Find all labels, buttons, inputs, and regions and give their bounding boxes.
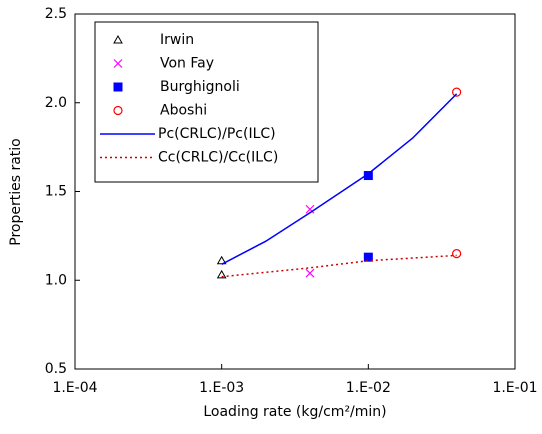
y-tick-label: 2.5 — [45, 6, 67, 22]
legend-label: Aboshi — [160, 103, 207, 119]
marker-square — [363, 171, 373, 181]
x-tick-label: 1.E-02 — [346, 380, 391, 396]
legend-marker — [113, 82, 123, 92]
series-line — [221, 93, 458, 265]
marker-square — [363, 252, 373, 262]
y-tick-label: 1.5 — [45, 184, 67, 200]
legend-label: Von Fay — [160, 56, 214, 72]
x-axis-label: Loading rate (kg/cm²/min) — [203, 404, 386, 420]
legend-marker — [113, 34, 123, 44]
marker-triangle — [216, 269, 227, 279]
x-tick-label: 1.E-04 — [52, 380, 97, 396]
series-line — [221, 254, 457, 278]
y-tick-label: 1.0 — [45, 272, 67, 288]
marker-circle — [452, 87, 462, 97]
x-tick-label: 1.E-03 — [199, 380, 244, 396]
y-tick-label: 0.5 — [45, 361, 67, 377]
legend-marker — [113, 105, 123, 116]
legend-label: Cc(CRLC)/Cc(ILC) — [158, 150, 278, 166]
marker-circle — [452, 249, 462, 259]
legend-label: Irwin — [160, 32, 194, 48]
legend-marker — [113, 59, 123, 68]
legend-label: Pc(CRLC)/Pc(ILC) — [158, 126, 276, 142]
legend-label: Burghignoli — [160, 79, 240, 95]
marker-x — [305, 268, 315, 278]
y-tick-label: 2.0 — [45, 95, 67, 111]
x-tick-label: 1.E-01 — [492, 380, 537, 396]
legend-box — [94, 21, 319, 183]
y-axis-label: Properties ratio — [8, 138, 24, 245]
